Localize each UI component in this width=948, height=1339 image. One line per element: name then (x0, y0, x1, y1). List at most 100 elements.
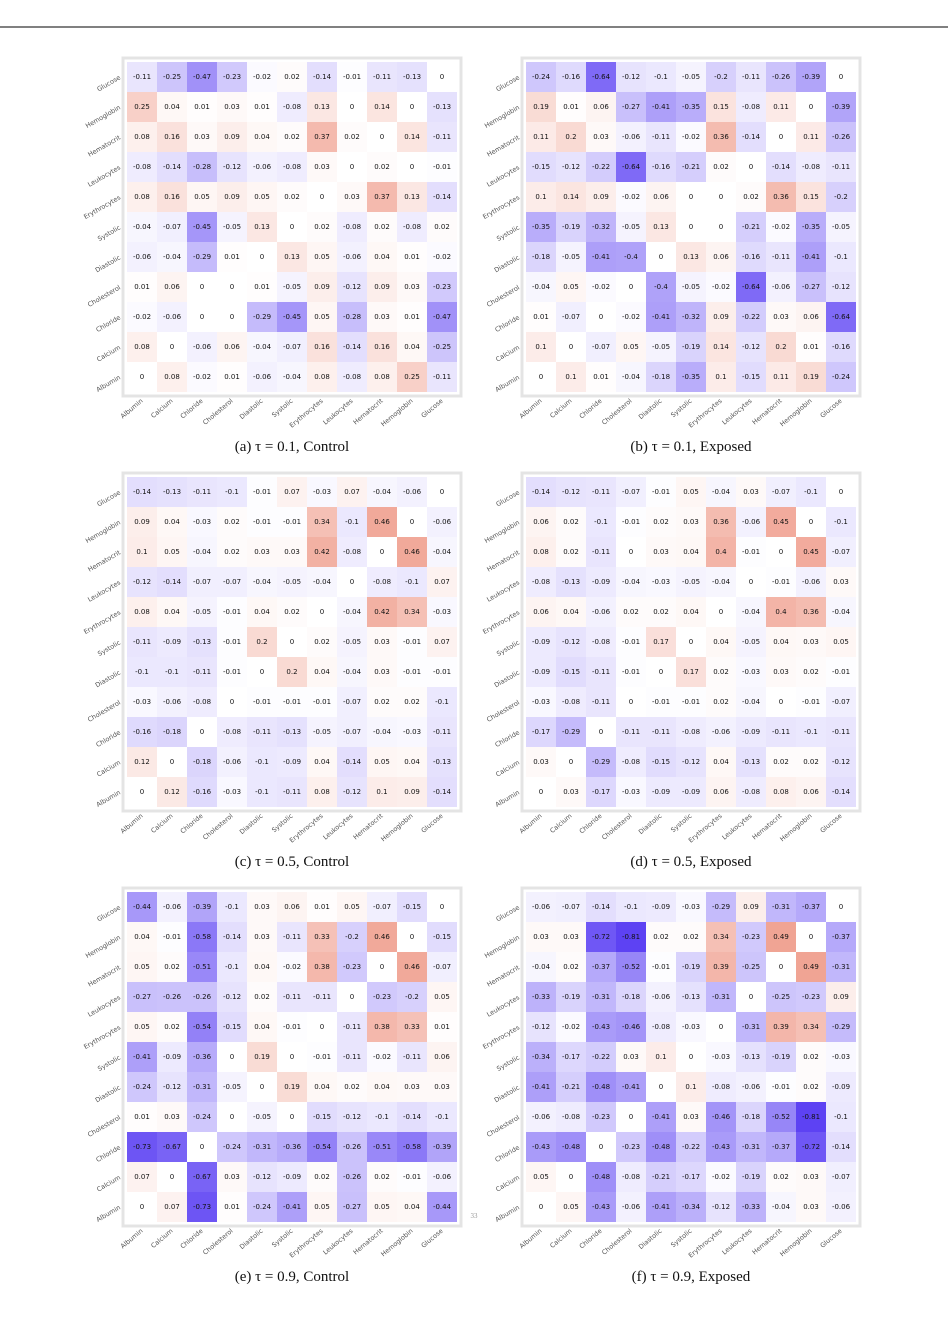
cell-label: 0 (260, 1083, 264, 1091)
heatmap-cell (247, 92, 277, 122)
cell-label: 0 (320, 608, 324, 616)
cell-label: -0.04 (313, 578, 332, 586)
cell-label: -0.54 (313, 1143, 332, 1151)
heatmap-cell (157, 92, 187, 122)
heatmap-cell (367, 302, 397, 332)
cell-label: 0.01 (593, 373, 609, 381)
heatmap-cell (367, 1042, 397, 1072)
cell-label: 0.07 (434, 578, 450, 586)
heatmap-cell (337, 122, 367, 152)
cell-label: 0 (779, 963, 783, 971)
cell-label: -0.35 (682, 373, 700, 381)
cell-label: -0.14 (403, 1113, 422, 1121)
cell-label: 0 (569, 1173, 573, 1181)
heatmap-cell (367, 507, 397, 537)
cell-label: 0.2 (256, 638, 267, 646)
heatmap-cell (397, 627, 427, 657)
y-tick-label: Erythrocytes (481, 193, 521, 221)
cell-label: 0 (140, 788, 144, 796)
cell-label: 0.02 (284, 73, 300, 81)
heatmap-cell (427, 1162, 457, 1192)
cell-label: -0.08 (712, 1083, 730, 1091)
heatmap-cell (796, 567, 826, 597)
cell-label: -0.15 (403, 903, 421, 911)
heatmap-cell (337, 152, 367, 182)
cell-label: -0.08 (193, 698, 211, 706)
heatmap-cell (307, 477, 337, 507)
cell-label: 0.04 (683, 608, 699, 616)
cell-label: -0.11 (373, 73, 391, 81)
heatmap-cell (646, 747, 676, 777)
y-tick-label: Hemoglobin (483, 519, 521, 546)
cell-label: -0.04 (532, 963, 551, 971)
cell-label: -0.07 (193, 578, 211, 586)
cell-label: 0.02 (284, 193, 300, 201)
heatmap-cell (367, 922, 397, 952)
cell-label: -0.11 (253, 728, 271, 736)
cell-label: 0.2 (286, 668, 297, 676)
x-tick-label: Hemoglobin (778, 812, 813, 843)
x-tick-label: Hemoglobin (379, 1227, 414, 1258)
cell-label: 0.45 (803, 548, 819, 556)
x-tick-label: Glucose (819, 812, 844, 835)
cell-label: 0.45 (773, 518, 789, 526)
cell-label: -0.21 (652, 1173, 670, 1181)
heatmap-cell (736, 477, 766, 507)
cell-label: -0.18 (742, 1113, 760, 1121)
cell-label: -0.23 (802, 993, 820, 1001)
cell-label: -0.23 (343, 963, 361, 971)
y-tick-label: Hemoglobin (84, 934, 122, 961)
heatmap-cell (526, 92, 556, 122)
heatmap-cell (556, 952, 586, 982)
cell-label: -0.09 (283, 1173, 301, 1181)
y-tick-label: Chloride (494, 1144, 521, 1164)
heatmap-cell (427, 302, 457, 332)
cell-label: 0.02 (563, 548, 579, 556)
cell-label: -0.02 (592, 283, 610, 291)
heatmap-cell (217, 1162, 247, 1192)
heatmap-cell (796, 242, 826, 272)
heatmap-cell (526, 567, 556, 597)
heatmap-cell (736, 1042, 766, 1072)
y-tick-label: Albumin (95, 1204, 122, 1224)
cell-label: 0.36 (773, 193, 789, 201)
heatmap-cell (646, 212, 676, 242)
heatmap-cell (826, 597, 856, 627)
cell-label: -0.12 (532, 1023, 550, 1031)
cell-label: -0.01 (163, 933, 181, 941)
cell-label: 0.05 (374, 1203, 390, 1211)
heatmap-cell (247, 302, 277, 332)
cell-label: -0.12 (163, 1083, 181, 1091)
heatmap-cell (646, 952, 676, 982)
heatmap-cell (277, 982, 307, 1012)
heatmap-cell (826, 332, 856, 362)
heatmap-cell (367, 332, 397, 362)
cell-label: -0.01 (622, 668, 640, 676)
cell-label: 0.06 (653, 193, 669, 201)
cell-label: -0.06 (403, 488, 422, 496)
cell-label: 0 (260, 253, 264, 261)
cell-label: 0.34 (803, 1023, 819, 1031)
heatmap-cell (736, 982, 766, 1012)
heatmap-cell (367, 777, 397, 807)
x-tick-label: Calcium (548, 812, 573, 835)
cell-label: -0.14 (832, 788, 851, 796)
heatmap-cell (127, 332, 157, 362)
heatmap-cell (766, 597, 796, 627)
heatmap-cell (337, 627, 367, 657)
cell-label: -0.08 (802, 163, 820, 171)
cell-label: -0.47 (433, 313, 451, 321)
cell-label: 0 (380, 548, 384, 556)
cell-label: -0.19 (682, 963, 700, 971)
cell-label: 0.07 (164, 1203, 180, 1211)
y-tick-label: Cholesterol (485, 283, 521, 308)
heatmap-cell (217, 362, 247, 392)
x-tick-label: Glucose (819, 397, 844, 420)
cell-label: 0.04 (254, 133, 270, 141)
cell-label: -0.01 (622, 638, 640, 646)
cell-label: 0 (719, 193, 723, 201)
cell-label: -0.23 (433, 283, 451, 291)
cell-label: 0 (689, 223, 693, 231)
heatmap-cell (796, 657, 826, 687)
cell-label: -0.81 (622, 933, 640, 941)
